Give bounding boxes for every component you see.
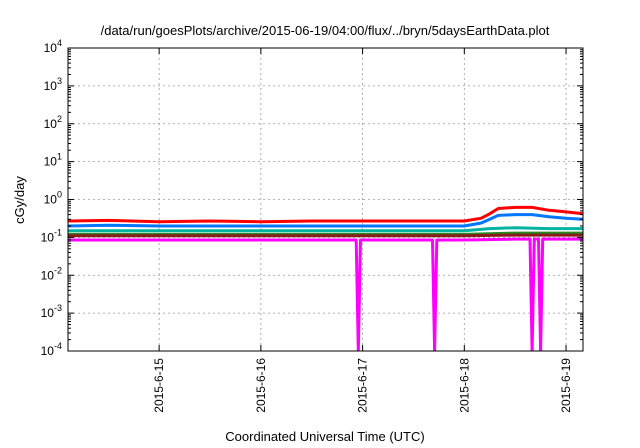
series-line-5	[68, 233, 583, 238]
series-group	[68, 205, 583, 351]
x-axis-label: Coordinated Universal Time (UTC)	[225, 429, 424, 444]
y-tick-label: 104	[44, 38, 62, 55]
x-tick-label: 2015-6-15	[152, 358, 166, 413]
y-tick-label: 100	[44, 190, 62, 207]
y-tick-label: 10-3	[41, 303, 62, 320]
y-tick-label: 10-1	[41, 227, 62, 244]
x-tick-label: 2015-6-17	[356, 358, 370, 413]
y-tick-label: 102	[44, 114, 62, 131]
grid	[68, 48, 583, 351]
y-tick-label: 10-4	[41, 341, 62, 358]
y-tick-label: 103	[44, 76, 62, 93]
x-ticks: 2015-6-15 2015-6-16 2015-6-17 2015-6-18 2015…	[152, 48, 573, 413]
x-tick-label: 2015-6-19	[559, 358, 573, 413]
x-tick-label: 2015-6-16	[254, 358, 268, 413]
plot-frame	[67, 47, 584, 352]
series-line-6	[68, 237, 583, 351]
series-line-1	[68, 205, 583, 224]
chart-title: /data/run/goesPlots/archive/2015-06-19/0…	[101, 23, 550, 38]
y-tick-label: 101	[44, 152, 62, 169]
x-tick-label: 2015-6-18	[457, 358, 471, 413]
series-line-3	[68, 226, 583, 233]
y-tick-label: 10-2	[41, 265, 62, 282]
series-line-2	[68, 213, 583, 228]
y-ticks: 10-4 10-3 10-2 10-1 100 101 102 103 104	[41, 38, 583, 358]
y-axis-label: cGy/day	[12, 176, 27, 224]
